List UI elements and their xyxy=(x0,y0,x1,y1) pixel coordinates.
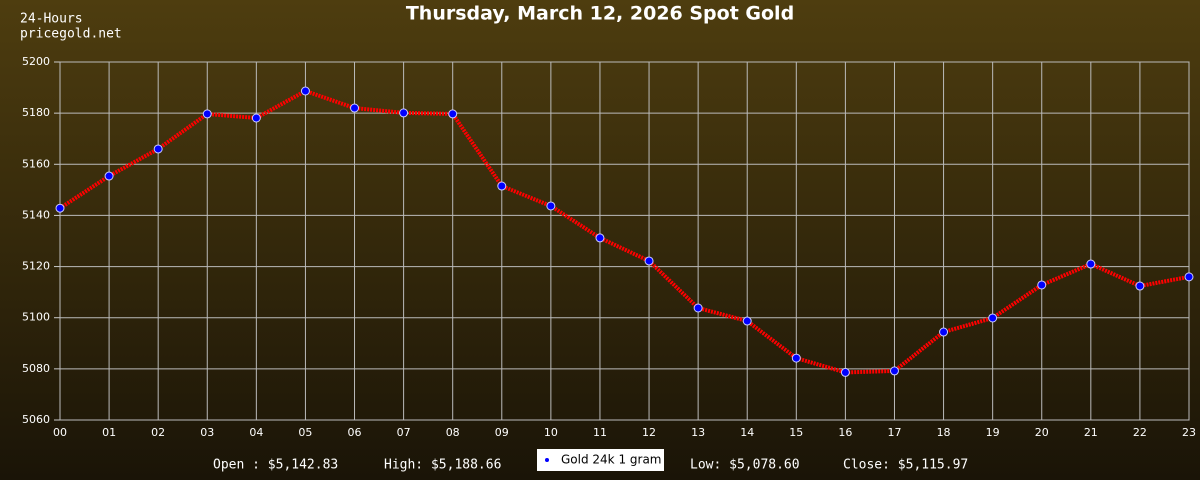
x-tick-label: 00 xyxy=(53,426,67,439)
y-tick-label: 5200 xyxy=(22,55,50,68)
price-line xyxy=(58,88,1190,375)
x-tick-label: 23 xyxy=(1182,426,1196,439)
price-marker xyxy=(939,327,949,337)
price-marker xyxy=(595,233,605,243)
open-price: Open : $5,142.83 xyxy=(213,458,338,473)
x-tick-label: 04 xyxy=(249,426,263,439)
legend-label: Gold 24k 1 gram xyxy=(561,453,661,467)
close-price: Close: $5,115.97 xyxy=(843,458,968,473)
y-tick-label: 5080 xyxy=(22,362,50,375)
y-tick-label: 5180 xyxy=(22,106,50,119)
y-tick-label: 5060 xyxy=(22,413,50,426)
x-tick-label: 01 xyxy=(102,426,116,439)
low-price: Low: $5,078.60 xyxy=(690,458,800,473)
legend-marker xyxy=(545,458,549,462)
legend-box xyxy=(537,449,664,471)
price-marker xyxy=(1086,259,1096,269)
price-marker xyxy=(153,144,163,154)
price-marker xyxy=(742,316,752,326)
chart-title: Thursday, March 12, 2026 Spot Gold xyxy=(406,3,794,25)
x-tick-label: 17 xyxy=(887,426,901,439)
price-marker xyxy=(202,109,212,119)
x-tick-label: 07 xyxy=(397,426,411,439)
y-tick-label: 5100 xyxy=(22,311,50,324)
price-marker xyxy=(1135,281,1145,291)
x-tick-label: 19 xyxy=(986,426,1000,439)
x-tick-label: 20 xyxy=(1035,426,1049,439)
price-marker xyxy=(448,109,458,119)
price-marker xyxy=(55,203,65,213)
price-marker xyxy=(644,256,654,266)
x-tick-label: 14 xyxy=(740,426,754,439)
x-tick-label: 09 xyxy=(495,426,509,439)
price-marker xyxy=(546,201,556,211)
price-marker xyxy=(497,181,507,191)
price-marker xyxy=(300,86,310,96)
price-marker xyxy=(693,303,703,313)
x-tick-label: 12 xyxy=(642,426,656,439)
x-tick-label: 08 xyxy=(446,426,460,439)
y-tick-label: 5160 xyxy=(22,157,50,170)
source-label: pricegold.net xyxy=(20,27,122,42)
x-tick-label: 03 xyxy=(200,426,214,439)
price-marker xyxy=(988,313,998,323)
x-tick-label: 18 xyxy=(937,426,951,439)
high-price: High: $5,188.66 xyxy=(384,458,501,473)
price-marker xyxy=(350,103,360,113)
price-marker xyxy=(791,353,801,363)
x-tick-label: 11 xyxy=(593,426,607,439)
price-marker xyxy=(104,171,114,181)
price-marker xyxy=(251,113,261,123)
x-tick-label: 10 xyxy=(544,426,558,439)
price-marker xyxy=(399,108,409,118)
price-marker xyxy=(889,366,899,376)
y-tick-label: 5140 xyxy=(22,208,50,221)
x-tick-label: 05 xyxy=(298,426,312,439)
y-tick-label: 5120 xyxy=(22,260,50,273)
period-label: 24-Hours xyxy=(20,12,83,27)
price-marker xyxy=(1037,280,1047,290)
x-tick-label: 02 xyxy=(151,426,165,439)
x-tick-label: 15 xyxy=(789,426,803,439)
x-tick-label: 22 xyxy=(1133,426,1147,439)
x-tick-label: 13 xyxy=(691,426,705,439)
x-tick-label: 16 xyxy=(838,426,852,439)
x-tick-label: 06 xyxy=(348,426,362,439)
price-marker xyxy=(1184,272,1194,282)
price-marker xyxy=(840,367,850,377)
x-tick-label: 21 xyxy=(1084,426,1098,439)
